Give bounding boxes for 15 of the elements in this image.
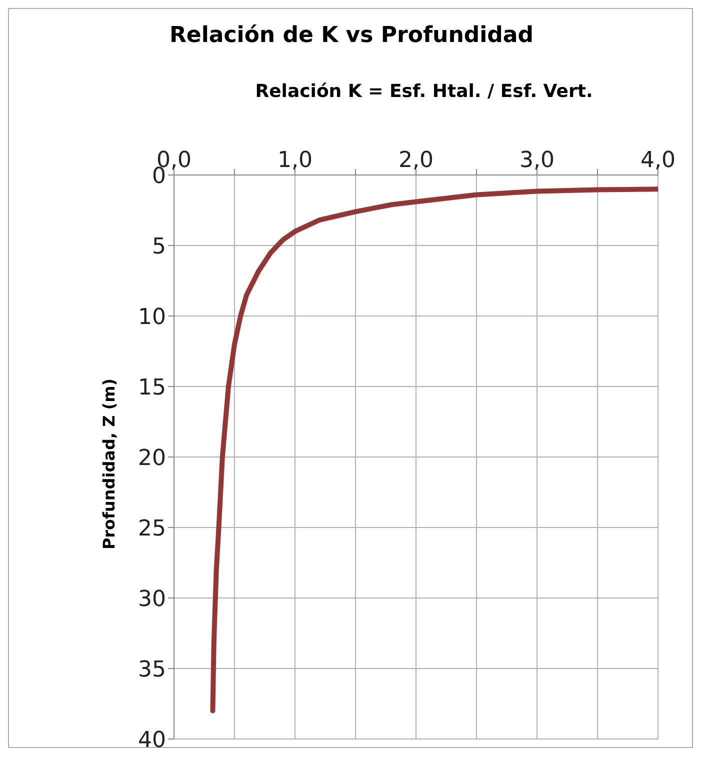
- y-tick-label: 25: [138, 516, 166, 542]
- y-tick-label: 35: [138, 657, 166, 682]
- y-tick-label: 30: [138, 586, 166, 612]
- y-tick-label: 20: [138, 446, 166, 471]
- x-axis-title: Relación K = Esf. Htal. / Esf. Vert.: [254, 81, 594, 102]
- x-tick-label: 4,0: [640, 148, 676, 173]
- chart-title: Relación de K vs Profundidad: [168, 23, 534, 48]
- y-tick-label: 15: [138, 375, 166, 400]
- y-tick-label: 40: [138, 728, 166, 753]
- x-tick-label: 2,0: [398, 148, 434, 173]
- y-tick-label: 5: [152, 234, 166, 260]
- y-axis-title: Profundidad, Z (m): [100, 378, 118, 550]
- y-tick-label: 10: [138, 304, 166, 330]
- x-tick-label: 3,0: [520, 148, 554, 173]
- x-tick-label: 1,0: [278, 148, 312, 173]
